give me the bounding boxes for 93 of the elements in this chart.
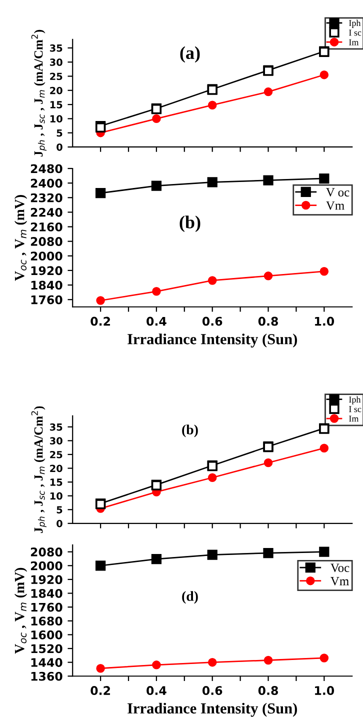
text: (b) xyxy=(182,424,198,438)
text: J$_{ph}$ , J$_{sc}$ , J$_{m}$ (mA/Cm$^{2}$) xyxy=(31,406,46,533)
y-tick-label: 1920 xyxy=(31,266,62,276)
point xyxy=(319,173,330,184)
legend-label: Iph xyxy=(349,20,361,28)
legend-label: Vm xyxy=(330,577,349,586)
legend-label: Im xyxy=(349,416,359,422)
y-axis-title: V$_{oc}$ , V$_{m}$ (mV) xyxy=(14,568,28,654)
y-tick-label: 1840 xyxy=(31,588,62,598)
y-tick-label: 1440 xyxy=(31,658,62,667)
y-tick-label: 1600 xyxy=(31,630,62,640)
point xyxy=(320,654,329,662)
legend-label: Iph xyxy=(349,396,361,404)
point xyxy=(264,87,273,96)
x-axis-title: Irradiance Intensity (Sun) xyxy=(128,334,297,348)
point xyxy=(319,546,330,557)
point xyxy=(208,276,217,285)
point xyxy=(207,177,218,188)
y-tick-label: 1760 xyxy=(31,602,62,612)
y-tick-label: 2080 xyxy=(30,548,62,556)
point xyxy=(264,272,273,280)
text: (d) xyxy=(182,591,198,604)
y-tick-label: 25 xyxy=(50,72,62,80)
y-tick-label: 2240 xyxy=(30,208,62,217)
point xyxy=(320,444,329,452)
y-tick-label: 30 xyxy=(50,437,62,445)
legend-label: Voc xyxy=(330,564,350,572)
point xyxy=(152,660,161,670)
text: J$_{ph}$ , J$_{sc}$ , J$_{m}$ (mA/Cm$^{2}$) xyxy=(31,30,46,157)
y-tick-label: 20 xyxy=(50,86,62,94)
x-tick-label: 1.0 xyxy=(315,686,334,695)
y-tick-label: 5 xyxy=(56,129,62,137)
y-axis-title: V$_{oc}$ , V$_{m}$ (mV) xyxy=(14,195,28,281)
point xyxy=(264,656,273,665)
point xyxy=(320,70,329,80)
y-tick-label: 1840 xyxy=(31,280,62,290)
point xyxy=(95,560,106,571)
y-tick-label: 25 xyxy=(50,450,62,458)
point xyxy=(263,175,274,186)
y-tick-label: 15 xyxy=(50,101,62,108)
x-tick-label: 0.8 xyxy=(258,316,278,326)
x-tick-label: 0.6 xyxy=(202,316,222,326)
x-tick-label: 0.4 xyxy=(146,686,166,695)
text: (b) xyxy=(180,216,200,232)
point xyxy=(208,473,217,482)
y-tick-label: 1520 xyxy=(31,644,62,654)
y-tick-label: 1360 xyxy=(31,672,62,681)
point xyxy=(208,100,217,110)
point xyxy=(320,266,329,276)
x-tick-label: 0.2 xyxy=(90,316,110,326)
point xyxy=(95,188,106,198)
point xyxy=(152,114,161,124)
point xyxy=(152,287,161,296)
legend-label: V oc xyxy=(326,188,350,197)
y-tick-label: 10 xyxy=(50,115,62,123)
legend-label: I sc xyxy=(349,406,362,412)
point xyxy=(263,548,274,558)
y-tick-label: 2000 xyxy=(30,252,62,261)
y-tick-label: 35 xyxy=(50,44,62,52)
y-tick-label: 1680 xyxy=(31,616,62,626)
y-tick-label: 15 xyxy=(50,478,62,486)
x-tick-label: 1.0 xyxy=(315,316,334,326)
point xyxy=(96,664,105,673)
y-tick-label: 0 xyxy=(56,520,62,528)
y-tick-label: 2080 xyxy=(30,237,62,246)
point xyxy=(96,296,105,305)
legend-label: Im xyxy=(349,39,359,46)
y-tick-label: 2000 xyxy=(30,561,62,570)
y-tick-label: 30 xyxy=(50,58,62,66)
y-tick-label: 20 xyxy=(50,464,62,472)
legend-label: Vm xyxy=(326,201,344,210)
point xyxy=(264,458,273,468)
point xyxy=(207,550,218,560)
x-tick-label: 0.4 xyxy=(146,316,166,326)
y-tick-label: 2480 xyxy=(30,164,62,174)
point xyxy=(151,180,162,191)
x-axis-title: Irradiance Intensity (Sun) xyxy=(128,702,297,717)
y-tick-label: 35 xyxy=(50,423,62,431)
y-tick-label: 2320 xyxy=(30,193,62,202)
y-tick-label: 5 xyxy=(56,506,62,514)
x-tick-label: 0.8 xyxy=(258,686,278,695)
legend-label: I sc xyxy=(349,30,362,36)
y-tick-label: 1760 xyxy=(31,295,62,304)
y-tick-label: 1920 xyxy=(31,575,62,584)
x-tick-label: 0.2 xyxy=(90,686,110,695)
point xyxy=(208,658,217,667)
y-tick-label: 2400 xyxy=(30,178,62,188)
y-tick-label: 0 xyxy=(56,143,62,151)
chart-title: (a) xyxy=(180,46,200,63)
y-tick-label: 10 xyxy=(50,492,62,500)
x-tick-label: 0.6 xyxy=(202,686,222,695)
point xyxy=(151,554,162,564)
y-tick-label: 2160 xyxy=(30,222,62,232)
